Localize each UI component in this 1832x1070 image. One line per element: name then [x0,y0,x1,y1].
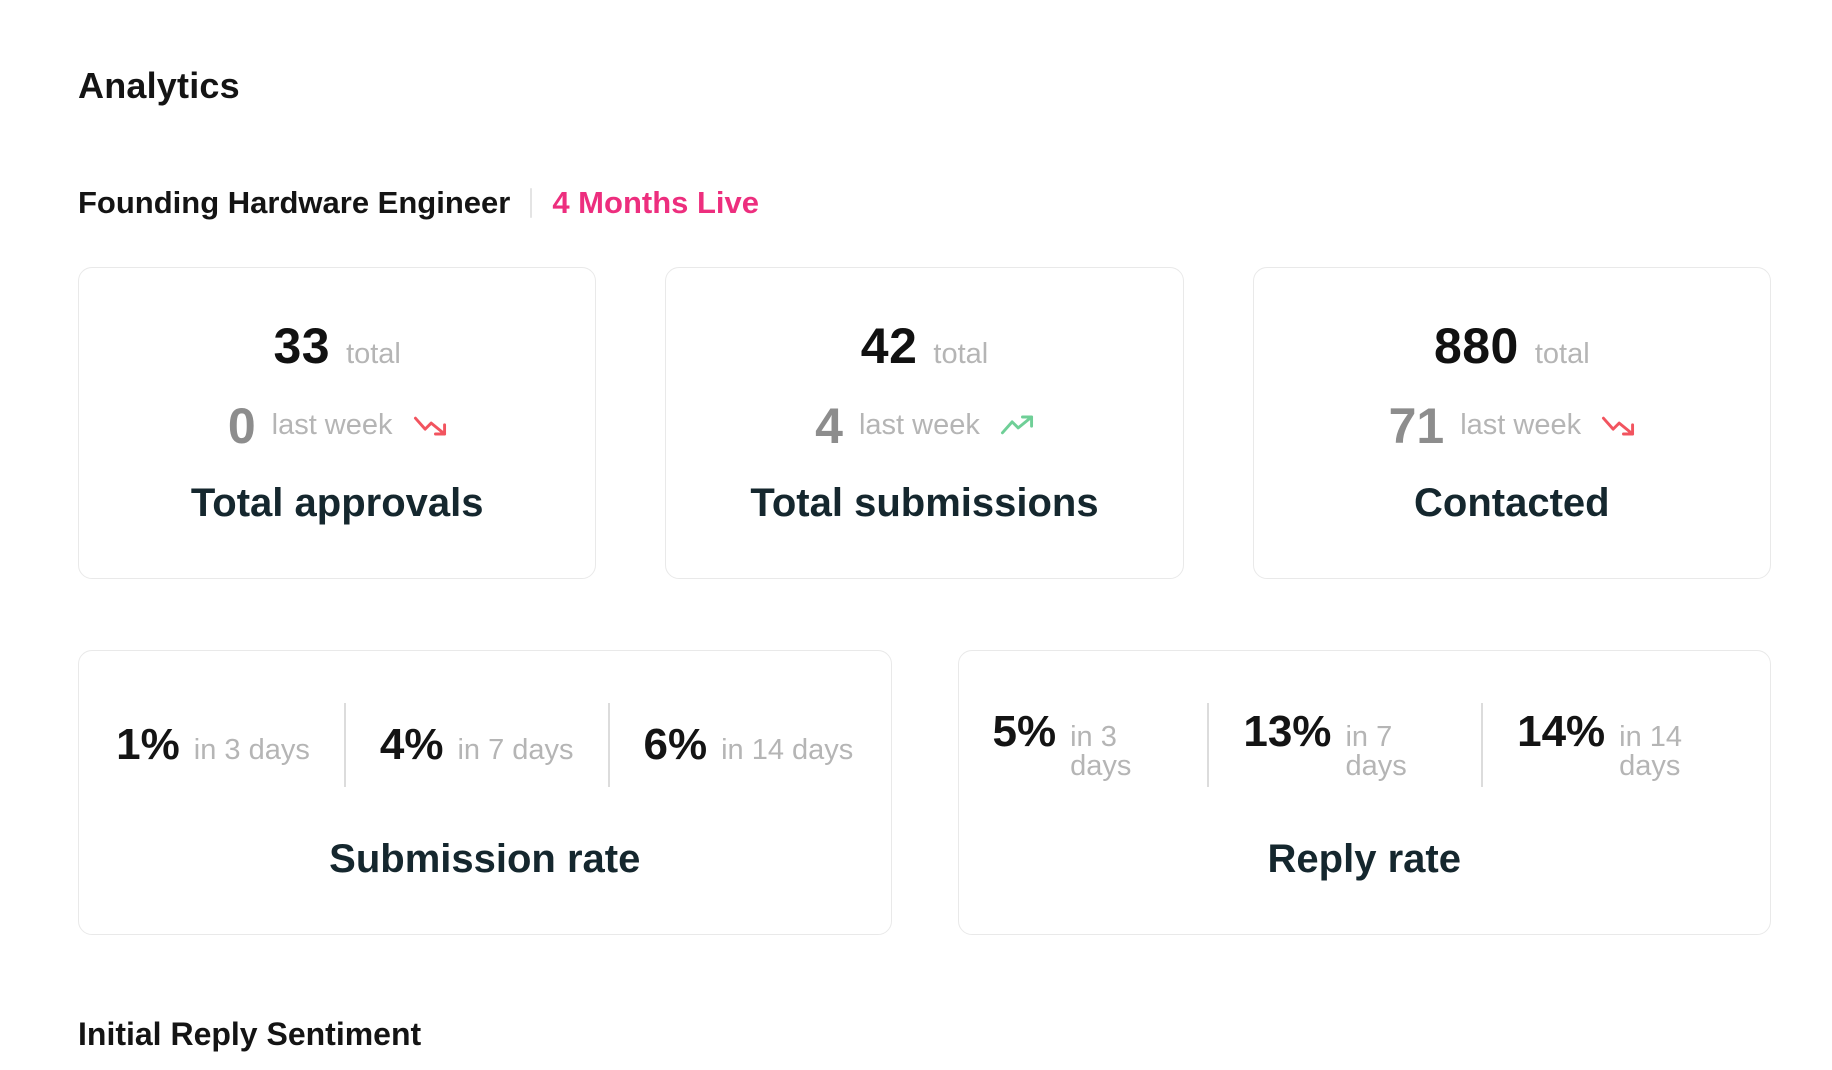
rate-label: in 14 days [721,734,854,767]
rate-segment-14-days: 14% in 14 days [1483,706,1770,782]
rate-cards-row: 1% in 3 days 4% in 7 days 6% in 14 days … [78,649,1771,935]
stat-card-total-submissions: 42 total 4 last week Total submissions [665,266,1184,579]
total-value: 42 [860,317,918,374]
stat-card-title: Total approvals [190,480,484,525]
rate-label: in 3 days [1070,720,1132,782]
vertical-divider [343,703,346,788]
rate-segment-3-days: 1% in 3 days [82,723,344,767]
last-week-label: last week [1460,409,1582,442]
rate-label: in 7 days [457,734,574,767]
trending-down-icon [413,412,447,439]
campaign-name: Founding Hardware Engineer [78,184,511,220]
submission-rate-card: 1% in 3 days 4% in 7 days 6% in 14 days … [78,649,892,935]
stat-total-line: 880 total [1434,321,1590,371]
vertical-divider [1207,703,1210,788]
rate-value: 13% [1243,706,1332,756]
rate-card-title: Submission rate [329,837,641,882]
stat-week-line: 4 last week [815,401,1034,451]
trending-down-icon [1601,412,1635,439]
trending-up-icon [1000,412,1034,439]
rate-label: in 3 days [193,734,310,767]
rate-segment-14-days: 6% in 14 days [610,723,888,767]
total-label: total [933,337,989,370]
last-week-label: last week [858,409,980,442]
last-week-value: 4 [815,397,843,454]
rate-value: 4% [379,720,444,770]
total-label: total [1534,337,1590,370]
rate-segment-3-days: 5% in 3 days [959,706,1208,782]
stat-week-line: 71 last week [1389,401,1636,451]
vertical-divider [607,703,610,788]
stat-total-line: 42 total [861,321,988,371]
total-label: total [346,337,401,370]
rate-label: in 14 days [1619,720,1683,782]
campaign-header: Founding Hardware Engineer 4 Months Live [78,184,1771,220]
rate-value: 6% [643,720,708,770]
last-week-value: 71 [1388,397,1445,454]
rate-value: 1% [116,720,180,770]
vertical-divider [530,187,533,218]
rate-value: 5% [992,706,1057,756]
stat-card-contacted: 880 total 71 last week Contacted [1252,266,1771,579]
rate-segments: 1% in 3 days 4% in 7 days 6% in 14 days [82,703,888,788]
rate-segment-7-days: 4% in 7 days [346,723,608,767]
total-value: 880 [1433,317,1519,374]
stat-card-title: Total submissions [750,480,1099,525]
campaign-status-badge: 4 Months Live [552,184,760,220]
vertical-divider [1481,703,1484,788]
stat-card-title: Contacted [1414,480,1610,525]
rate-segments: 5% in 3 days 13% in 7 days 14% in 14 day… [959,703,1771,788]
total-value: 33 [273,317,331,374]
rate-card-title: Reply rate [1267,837,1461,882]
stat-week-line: 0 last week [228,401,447,451]
stat-total-line: 33 total [273,321,400,371]
page-title: Analytics [78,65,240,106]
initial-reply-sentiment-heading: Initial Reply Sentiment [78,1015,422,1052]
stat-cards-row: 33 total 0 last week Total approvals 42 … [78,266,1771,579]
rate-label: in 7 days [1345,720,1407,782]
last-week-label: last week [271,409,393,442]
last-week-value: 0 [227,397,256,454]
stat-card-total-approvals: 33 total 0 last week Total approvals [78,266,597,579]
rate-value: 14% [1517,706,1606,756]
rate-segment-7-days: 13% in 7 days [1209,706,1481,782]
reply-rate-card: 5% in 3 days 13% in 7 days 14% in 14 day… [957,649,1771,935]
